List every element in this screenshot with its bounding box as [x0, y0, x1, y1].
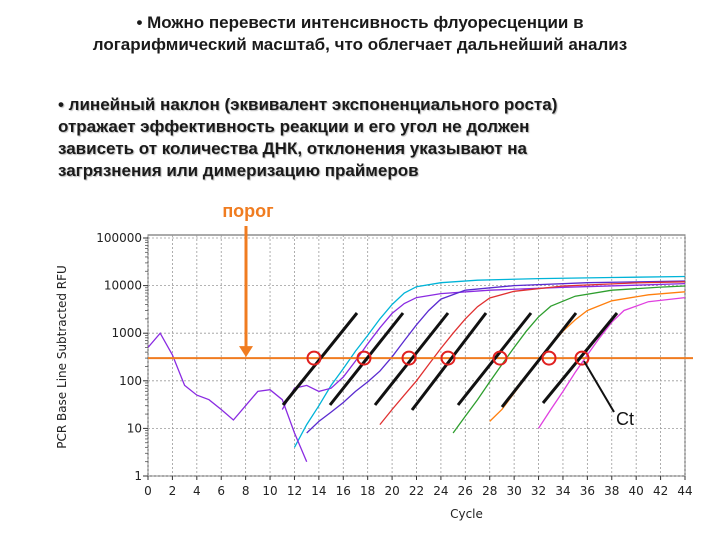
y-tick-label: 10000 — [104, 279, 142, 293]
x-tick-label: 14 — [311, 484, 326, 498]
x-tick-label: 12 — [287, 484, 302, 498]
ct-marker-4 — [440, 350, 456, 366]
slope-line-6 — [500, 312, 578, 408]
y-tick-label: 1000 — [111, 326, 142, 340]
x-tick-label: 28 — [482, 484, 497, 498]
ct-marker-1 — [306, 350, 322, 366]
slope-line-2 — [328, 312, 405, 406]
x-tick-label: 8 — [242, 484, 250, 498]
x-tick-label: 40 — [629, 484, 644, 498]
ct-marker-2 — [356, 350, 372, 366]
ct-pointer-line — [583, 360, 615, 413]
bullet-line-1: • линейный наклон (эквивалент экспоненци… — [58, 95, 558, 114]
x-tick-label: 20 — [384, 484, 399, 498]
ct-marker-5 — [492, 350, 508, 366]
header-line-1: • Можно перевести интенсивность флуоресц… — [136, 13, 584, 32]
slope-line-3 — [373, 312, 450, 406]
x-tick-label: 0 — [144, 484, 152, 498]
threshold-arrow-head — [239, 346, 253, 358]
x-tick-label: 10 — [262, 484, 277, 498]
chart-series — [148, 275, 685, 462]
x-tick-label: 18 — [360, 484, 375, 498]
x-tick-label: 36 — [580, 484, 595, 498]
x-tick-label: 4 — [193, 484, 201, 498]
y-axis-title: PCR Base Line Subtracted RFU — [55, 265, 69, 449]
x-tick-label: 16 — [336, 484, 351, 498]
chart-axes: 0 2 4 6 8 10 12 14 16 18 20 22 24 26 28 30 32 34 36 38 40 42 4… — [55, 231, 693, 521]
series-line-3 — [306, 280, 685, 434]
series-line-8 — [148, 332, 308, 462]
ct-marker-7 — [574, 350, 590, 366]
x-tick-label: 32 — [531, 484, 546, 498]
y-tick-label: 10 — [127, 421, 142, 435]
x-axis-title: Cycle — [450, 507, 483, 521]
x-tick-label: 26 — [458, 484, 473, 498]
x-tick-label: 42 — [653, 484, 668, 498]
series-line-1 — [293, 275, 685, 448]
threshold-label: порог — [222, 201, 274, 221]
x-tick-label: 2 — [169, 484, 177, 498]
x-tick-label: 24 — [433, 484, 448, 498]
series-line-2 — [281, 282, 685, 410]
series-line-4 — [379, 281, 685, 426]
bullet-text: • линейный наклон (эквивалент экспоненци… — [58, 94, 698, 182]
x-tick-label: 38 — [604, 484, 619, 498]
x-tick-label: 6 — [217, 484, 225, 498]
series-line-5 — [452, 285, 685, 434]
y-tick-label: 100000 — [96, 231, 142, 245]
bullet-line-2: отражает эффективность реакции и его уго… — [58, 117, 530, 136]
slope-line-7 — [541, 312, 619, 404]
x-tick-label: 30 — [506, 484, 521, 498]
x-tick-label: 34 — [555, 484, 570, 498]
ct-marker-3 — [401, 350, 417, 366]
series-line-7 — [537, 296, 685, 429]
header-line-2: логарифмический масштаб, что облегчает д… — [92, 35, 628, 54]
bullet-line-4: загрязнения или димеризацию праймеров — [58, 161, 419, 180]
slope-line-4 — [410, 312, 488, 411]
ct-marker-6 — [541, 350, 557, 366]
chart-annotations: порог Ct — [148, 201, 693, 429]
x-tick-label: 22 — [409, 484, 424, 498]
ct-label: Ct — [616, 409, 634, 429]
slide-header: • Можно перевести интенсивность флуоресц… — [0, 12, 720, 56]
y-tick-label: 1 — [134, 469, 142, 483]
chart-grid — [147, 234, 686, 477]
y-tick-label: 100 — [119, 374, 142, 388]
x-tick-label: 44 — [677, 484, 692, 498]
bullet-line-3: зависеть от количества ДНК, отклонения у… — [58, 139, 527, 158]
